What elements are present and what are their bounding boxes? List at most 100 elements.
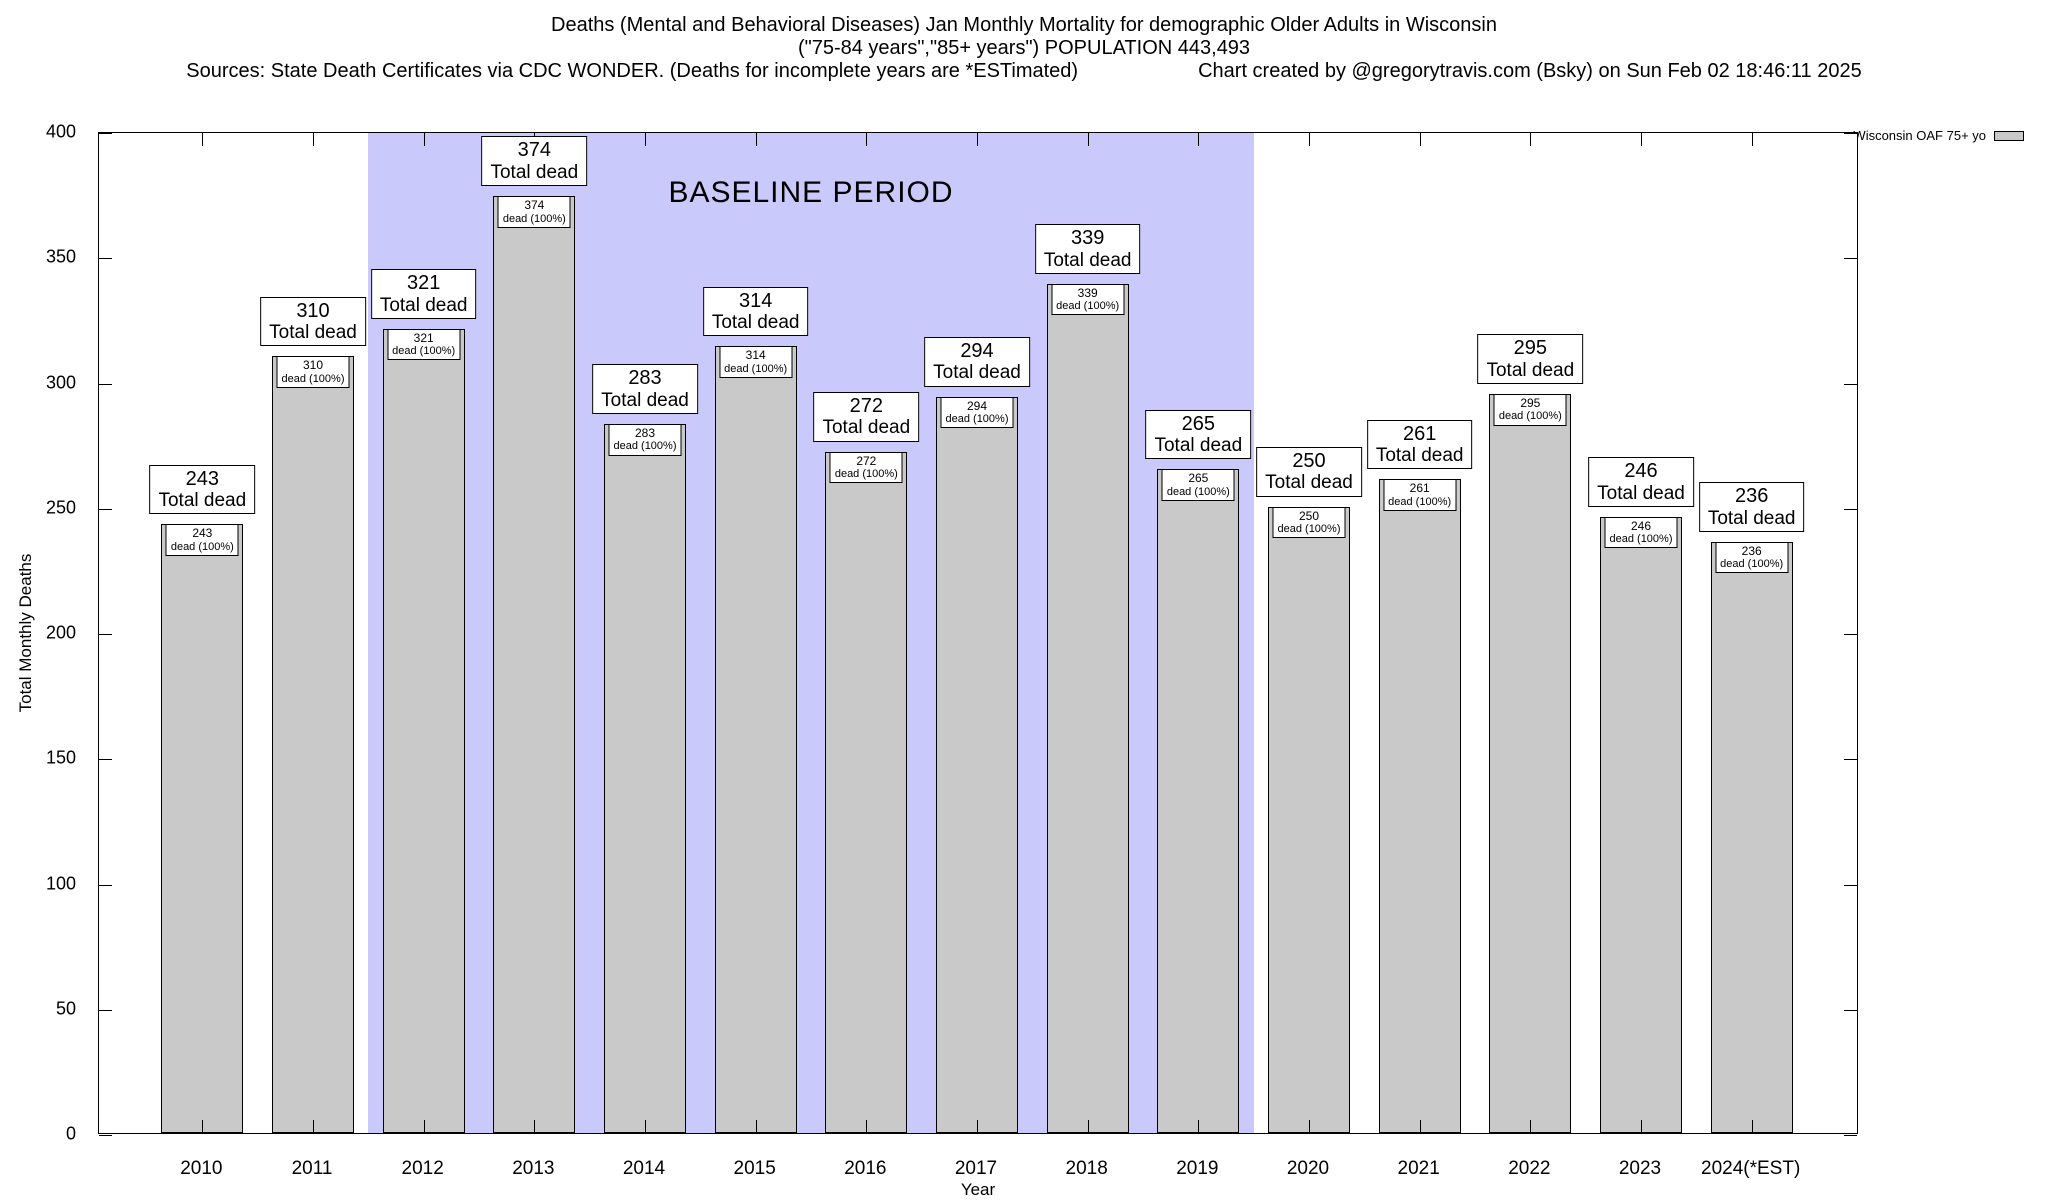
x-tick-mark [1530, 133, 1532, 146]
x-tick-mark [1198, 133, 1200, 146]
bar-2015 [714, 346, 797, 1133]
bar-total-text: Total dead [601, 389, 689, 411]
x-tick-mark [1751, 1120, 1753, 1133]
bar-inner-label-2011: 310 dead (100%) [276, 356, 350, 389]
bar-2011 [272, 356, 354, 1133]
x-tick-label-2022: 2022 [1508, 1158, 1551, 1179]
x-tick-label-2019: 2019 [1176, 1158, 1219, 1179]
bar-2012 [382, 328, 465, 1133]
bar-inner-label-2020: 250 dead (100%) [1272, 506, 1346, 539]
bar-inner-text: dead (100%) [502, 212, 566, 225]
bar-2014 [604, 424, 686, 1133]
bar-total-value: 295 [1513, 337, 1548, 360]
bar-total-value: 314 [738, 289, 773, 312]
bar-inner-text: dead (100%) [170, 540, 234, 553]
bar-total-value: 283 [628, 367, 662, 390]
bar-inner-label-2018: 339 dead (100%) [1051, 283, 1125, 316]
bar-inner-value: 295 [1520, 396, 1541, 411]
x-tick-mark [1419, 133, 1421, 146]
bar-total-value: 246 [1624, 460, 1658, 483]
x-tick-mark [645, 1120, 646, 1133]
bar-inner-text: dead (100%) [1056, 300, 1120, 313]
x-tick-mark [1530, 1120, 1532, 1133]
bar-2018 [1046, 283, 1129, 1133]
chart-title-line1: Deaths (Mental and Behavioral Diseases) … [551, 14, 1497, 36]
x-tick-mark [1309, 133, 1310, 146]
x-tick-label-2023: 2023 [1618, 1158, 1662, 1179]
y-tick-mark [1844, 1009, 1857, 1011]
bar-inner-value: 265 [1188, 471, 1209, 486]
x-tick-label-2010: 2010 [180, 1158, 223, 1179]
bar-total-label-2021: 261 Total dead [1366, 419, 1473, 470]
x-tick-label-2015: 2015 [733, 1158, 776, 1179]
bar-total-value: 243 [185, 467, 220, 490]
bar-inner-value: 283 [634, 426, 656, 441]
bar-inner-label-2012: 321 dead (100%) [387, 328, 461, 361]
x-tick-label-2014: 2014 [622, 1158, 666, 1179]
x-tick-mark [313, 1120, 314, 1133]
bar-total-label-2020: 250 Total dead [1256, 447, 1362, 497]
bar-2019 [1157, 469, 1240, 1133]
y-tick-label-400: 400 [45, 121, 76, 142]
x-tick-label-2024(*EST): 2024(*EST) [1701, 1158, 1801, 1179]
x-tick-mark [1419, 1120, 1421, 1133]
bar-inner-label-2022: 295 dead (100%) [1493, 394, 1567, 426]
bar-total-label-2018: 339 Total dead [1034, 224, 1141, 274]
x-tick-mark [423, 1120, 425, 1133]
bar-2020 [1268, 506, 1350, 1133]
chart-title-line3: Sources: State Death Certificates via CD… [0, 60, 2048, 83]
y-tick-mark [99, 759, 112, 761]
x-tick-mark [1087, 1120, 1089, 1133]
x-tick-label-2021: 2021 [1397, 1158, 1440, 1179]
bar-total-label-2024(*EST): 236 Total dead [1698, 482, 1805, 532]
bar-inner-label-2015: 314 dead (100%) [719, 346, 793, 378]
bar-total-value: 250 [1292, 450, 1326, 473]
bar-total-text: Total dead [1707, 507, 1796, 529]
y-tick-mark [1844, 634, 1857, 635]
y-tick-mark [99, 1135, 112, 1136]
y-tick-mark [1844, 258, 1857, 260]
bar-total-value: 272 [849, 394, 884, 417]
x-tick-mark [202, 1120, 204, 1133]
legend-label: Wisconsin OAF 75+ yo [1853, 128, 1986, 143]
plot-area: BASELINE PERIOD 243 Total dead 243 dead (100… [98, 132, 1858, 1136]
credit-note: Chart created by @gregorytravis.com (Bsk… [1198, 60, 1862, 82]
y-axis-labels: 0 50 100 150 200 250 300 350 400 [0, 122, 88, 1144]
y-tick-mark [1844, 884, 1857, 886]
chart-title-line2: ("75-84 years","85+ years") POPULATION 4… [797, 37, 1251, 59]
x-tick-mark [1087, 133, 1089, 146]
x-tick-mark [313, 133, 314, 146]
y-tick-mark [1844, 759, 1857, 761]
baseline-period-label: BASELINE PERIOD [668, 176, 954, 209]
y-tick-mark [1844, 133, 1857, 134]
x-tick-label-2013: 2013 [512, 1158, 555, 1179]
bar-total-label-2016: 272 Total dead [813, 391, 920, 442]
legend-swatch [1994, 130, 2024, 141]
x-tick-mark [1751, 133, 1753, 146]
y-tick-mark [99, 133, 112, 134]
bar-inner-text: dead (100%) [1166, 485, 1230, 498]
bar-inner-text: dead (100%) [392, 345, 456, 358]
bar-inner-label-2010: 243 dead (100%) [165, 524, 239, 556]
bar-inner-text: dead (100%) [1277, 523, 1341, 536]
x-tick-label-2012: 2012 [401, 1158, 444, 1179]
x-tick-mark [1641, 133, 1642, 146]
bar-total-label-2015: 314 Total dead [702, 286, 809, 337]
bar-total-value: 265 [1181, 412, 1216, 435]
y-tick-label-300: 300 [45, 372, 76, 392]
y-tick-mark [1844, 383, 1857, 385]
bar-total-text: Total dead [158, 490, 247, 512]
bar-inner-label-2016: 272 dead (100%) [829, 451, 903, 484]
y-tick-label-100: 100 [45, 873, 76, 893]
bar-total-label-2014: 283 Total dead [592, 364, 698, 415]
bar-inner-value: 314 [745, 348, 766, 363]
y-tick-label-50: 50 [55, 998, 76, 1019]
bar-2017 [936, 396, 1018, 1133]
bar-inner-value: 236 [1741, 543, 1762, 558]
legend: Wisconsin OAF 75+ yo [1853, 128, 2024, 143]
bar-total-label-2017: 294 Total dead [924, 336, 1030, 387]
y-tick-label-250: 250 [45, 497, 76, 518]
x-tick-label-2018: 2018 [1065, 1158, 1108, 1179]
bar-2016 [825, 451, 908, 1133]
bar-inner-text: dead (100%) [1498, 410, 1562, 423]
